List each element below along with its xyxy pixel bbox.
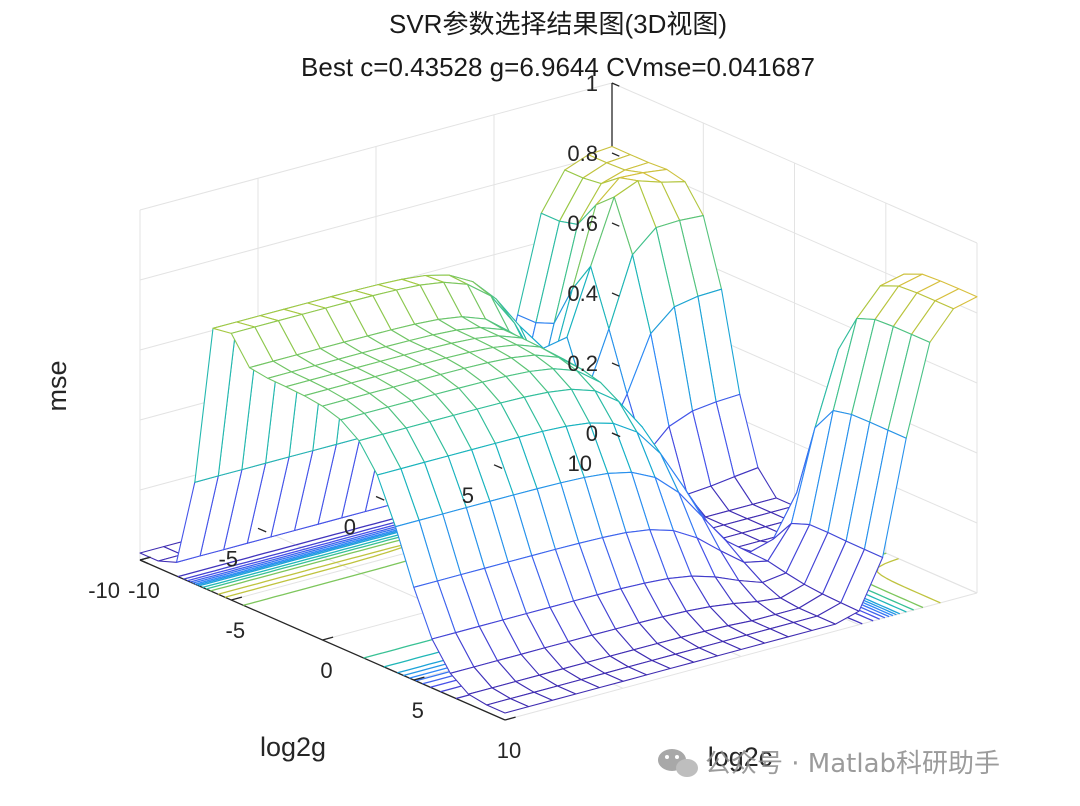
x-tick-label: -10 [128,578,160,603]
x-tick [139,556,151,561]
z-tick-label: 0.4 [567,281,598,306]
z-tick-label: 0.8 [567,141,598,166]
y-tick-label: 5 [462,483,474,508]
surface-cell [486,698,530,714]
wechat-icon [658,749,698,777]
surface-mesh [139,145,978,714]
y-tick-label: 0 [344,515,356,540]
z-tick [611,82,620,87]
x-tick-label: 5 [412,698,424,723]
z-tick [611,292,620,297]
z-tick-label: 0.6 [567,211,598,236]
z-tick [611,222,620,227]
x-tick [413,676,425,681]
chart-title: SVR参数选择结果图(3D视图) [389,9,727,39]
z-tick-label: 1 [586,71,598,96]
y-tick-label: -5 [218,546,238,571]
x-tick [231,596,243,601]
x-tick-label: -5 [226,618,246,643]
y-tick [257,527,267,533]
x-tick [504,716,516,721]
z-tick [611,152,620,157]
z-tick [611,432,620,437]
y-axis-label: log2g [260,732,326,762]
grid-line [504,592,978,721]
watermark: 公众号 · Matlab科研助手 [658,749,1000,779]
y-tick [375,495,385,501]
y-tick-label: -10 [88,578,120,603]
z-tick-label: 0 [586,421,598,446]
z-axis-label: mse [42,360,72,411]
watermark-text: 公众号 · Matlab科研助手 [705,749,1000,779]
z-tick-label: 0.2 [567,351,598,376]
chart-subtitle: Best c=0.43528 g=6.9644 CVmse=0.041687 [301,52,815,82]
z-tick [611,362,620,367]
x-tick-label: 10 [497,738,521,763]
x-tick [322,636,334,641]
y-tick [139,559,149,565]
x-axis-label: log2c [708,742,773,772]
tick-labels: -10 -5 0 5 10 -10 -5 0 5 10 0 0.2 0.4 0.6 0.8 1 [88,71,621,763]
x-tick-label: 0 [320,658,332,683]
y-tick [493,464,503,469]
y-tick-label: 10 [568,451,592,476]
